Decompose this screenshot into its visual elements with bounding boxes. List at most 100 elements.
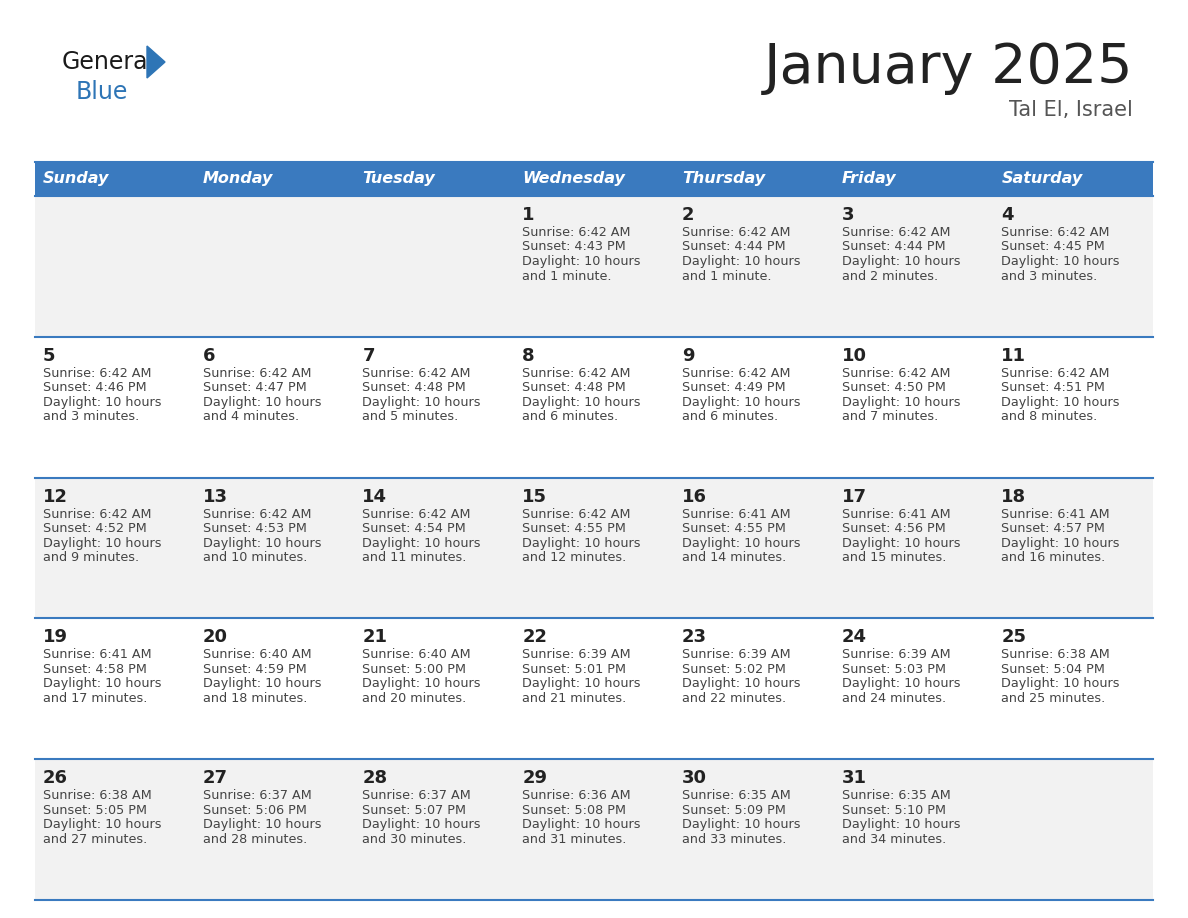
Bar <box>354 619 514 759</box>
Bar <box>354 196 514 337</box>
Bar <box>514 162 674 196</box>
Bar <box>195 162 354 196</box>
Text: 21: 21 <box>362 629 387 646</box>
Bar <box>354 337 514 477</box>
Text: and 4 minutes.: and 4 minutes. <box>203 410 299 423</box>
Text: Sunrise: 6:42 AM: Sunrise: 6:42 AM <box>1001 226 1110 239</box>
Text: Daylight: 10 hours: Daylight: 10 hours <box>203 818 321 831</box>
Text: Daylight: 10 hours: Daylight: 10 hours <box>43 396 162 409</box>
Text: Sunset: 4:54 PM: Sunset: 4:54 PM <box>362 522 466 535</box>
Text: Daylight: 10 hours: Daylight: 10 hours <box>682 677 801 690</box>
Text: Sunset: 4:55 PM: Sunset: 4:55 PM <box>523 522 626 535</box>
Text: Daylight: 10 hours: Daylight: 10 hours <box>362 818 481 831</box>
Text: Sunrise: 6:42 AM: Sunrise: 6:42 AM <box>43 508 152 521</box>
Bar <box>34 477 195 619</box>
Text: and 10 minutes.: and 10 minutes. <box>203 551 307 564</box>
Text: and 1 minute.: and 1 minute. <box>523 270 612 283</box>
Text: Sunday: Sunday <box>43 172 109 186</box>
Text: Sunrise: 6:42 AM: Sunrise: 6:42 AM <box>841 367 950 380</box>
Text: Sunrise: 6:35 AM: Sunrise: 6:35 AM <box>841 789 950 802</box>
Text: 5: 5 <box>43 347 56 364</box>
Text: Daylight: 10 hours: Daylight: 10 hours <box>1001 537 1120 550</box>
Text: and 2 minutes.: and 2 minutes. <box>841 270 937 283</box>
Text: Daylight: 10 hours: Daylight: 10 hours <box>523 255 640 268</box>
Text: Sunrise: 6:40 AM: Sunrise: 6:40 AM <box>362 648 472 661</box>
Text: and 18 minutes.: and 18 minutes. <box>203 692 307 705</box>
Bar <box>674 196 834 337</box>
Text: 27: 27 <box>203 769 228 788</box>
Text: Sunset: 5:06 PM: Sunset: 5:06 PM <box>203 803 307 817</box>
Text: Sunset: 5:05 PM: Sunset: 5:05 PM <box>43 803 147 817</box>
Text: Tal El, Israel: Tal El, Israel <box>1009 100 1133 120</box>
Text: and 3 minutes.: and 3 minutes. <box>43 410 139 423</box>
Text: Sunset: 5:07 PM: Sunset: 5:07 PM <box>362 803 467 817</box>
Text: Daylight: 10 hours: Daylight: 10 hours <box>682 255 801 268</box>
Text: Daylight: 10 hours: Daylight: 10 hours <box>43 537 162 550</box>
Text: Sunset: 4:59 PM: Sunset: 4:59 PM <box>203 663 307 676</box>
Text: Daylight: 10 hours: Daylight: 10 hours <box>203 537 321 550</box>
Text: Daylight: 10 hours: Daylight: 10 hours <box>682 537 801 550</box>
Text: Sunset: 4:43 PM: Sunset: 4:43 PM <box>523 241 626 253</box>
Bar <box>195 337 354 477</box>
Bar <box>195 759 354 900</box>
Bar <box>993 477 1154 619</box>
Text: and 22 minutes.: and 22 minutes. <box>682 692 786 705</box>
Bar <box>34 619 195 759</box>
Bar <box>993 759 1154 900</box>
Text: Daylight: 10 hours: Daylight: 10 hours <box>43 677 162 690</box>
Bar <box>674 619 834 759</box>
Text: Daylight: 10 hours: Daylight: 10 hours <box>523 396 640 409</box>
Bar <box>34 759 195 900</box>
Text: 6: 6 <box>203 347 215 364</box>
Text: Sunrise: 6:39 AM: Sunrise: 6:39 AM <box>682 648 790 661</box>
Bar <box>514 759 674 900</box>
Text: Sunrise: 6:36 AM: Sunrise: 6:36 AM <box>523 789 631 802</box>
Bar <box>514 477 674 619</box>
Text: Saturday: Saturday <box>1001 172 1082 186</box>
Text: Sunset: 4:56 PM: Sunset: 4:56 PM <box>841 522 946 535</box>
Text: Sunset: 4:44 PM: Sunset: 4:44 PM <box>841 241 946 253</box>
Text: and 6 minutes.: and 6 minutes. <box>682 410 778 423</box>
Text: and 28 minutes.: and 28 minutes. <box>203 833 307 845</box>
Bar <box>514 337 674 477</box>
Bar <box>993 162 1154 196</box>
Text: and 33 minutes.: and 33 minutes. <box>682 833 786 845</box>
Text: Daylight: 10 hours: Daylight: 10 hours <box>1001 677 1120 690</box>
Text: and 3 minutes.: and 3 minutes. <box>1001 270 1098 283</box>
Text: Daylight: 10 hours: Daylight: 10 hours <box>682 396 801 409</box>
Text: Sunrise: 6:39 AM: Sunrise: 6:39 AM <box>841 648 950 661</box>
Text: 14: 14 <box>362 487 387 506</box>
Text: Sunrise: 6:42 AM: Sunrise: 6:42 AM <box>203 367 311 380</box>
Text: Sunrise: 6:42 AM: Sunrise: 6:42 AM <box>523 226 631 239</box>
Text: Blue: Blue <box>76 80 128 104</box>
Bar <box>514 619 674 759</box>
Text: and 14 minutes.: and 14 minutes. <box>682 551 786 564</box>
Text: Daylight: 10 hours: Daylight: 10 hours <box>203 396 321 409</box>
Text: Friday: Friday <box>841 172 896 186</box>
Text: Sunrise: 6:41 AM: Sunrise: 6:41 AM <box>682 508 790 521</box>
Text: and 12 minutes.: and 12 minutes. <box>523 551 626 564</box>
Text: 30: 30 <box>682 769 707 788</box>
Text: and 1 minute.: and 1 minute. <box>682 270 771 283</box>
Text: Sunrise: 6:42 AM: Sunrise: 6:42 AM <box>43 367 152 380</box>
Bar <box>354 477 514 619</box>
Text: General: General <box>62 50 156 74</box>
Text: and 20 minutes.: and 20 minutes. <box>362 692 467 705</box>
Bar <box>674 759 834 900</box>
Text: Daylight: 10 hours: Daylight: 10 hours <box>841 255 960 268</box>
Text: Sunrise: 6:41 AM: Sunrise: 6:41 AM <box>841 508 950 521</box>
Text: 23: 23 <box>682 629 707 646</box>
Text: 19: 19 <box>43 629 68 646</box>
Bar <box>195 196 354 337</box>
Text: 31: 31 <box>841 769 866 788</box>
Text: and 30 minutes.: and 30 minutes. <box>362 833 467 845</box>
Text: and 24 minutes.: and 24 minutes. <box>841 692 946 705</box>
Text: Sunrise: 6:40 AM: Sunrise: 6:40 AM <box>203 648 311 661</box>
Text: Sunset: 5:01 PM: Sunset: 5:01 PM <box>523 663 626 676</box>
Text: 18: 18 <box>1001 487 1026 506</box>
Bar <box>674 477 834 619</box>
Text: 9: 9 <box>682 347 694 364</box>
Text: Sunset: 4:53 PM: Sunset: 4:53 PM <box>203 522 307 535</box>
Text: and 15 minutes.: and 15 minutes. <box>841 551 946 564</box>
Text: Sunrise: 6:42 AM: Sunrise: 6:42 AM <box>682 226 790 239</box>
